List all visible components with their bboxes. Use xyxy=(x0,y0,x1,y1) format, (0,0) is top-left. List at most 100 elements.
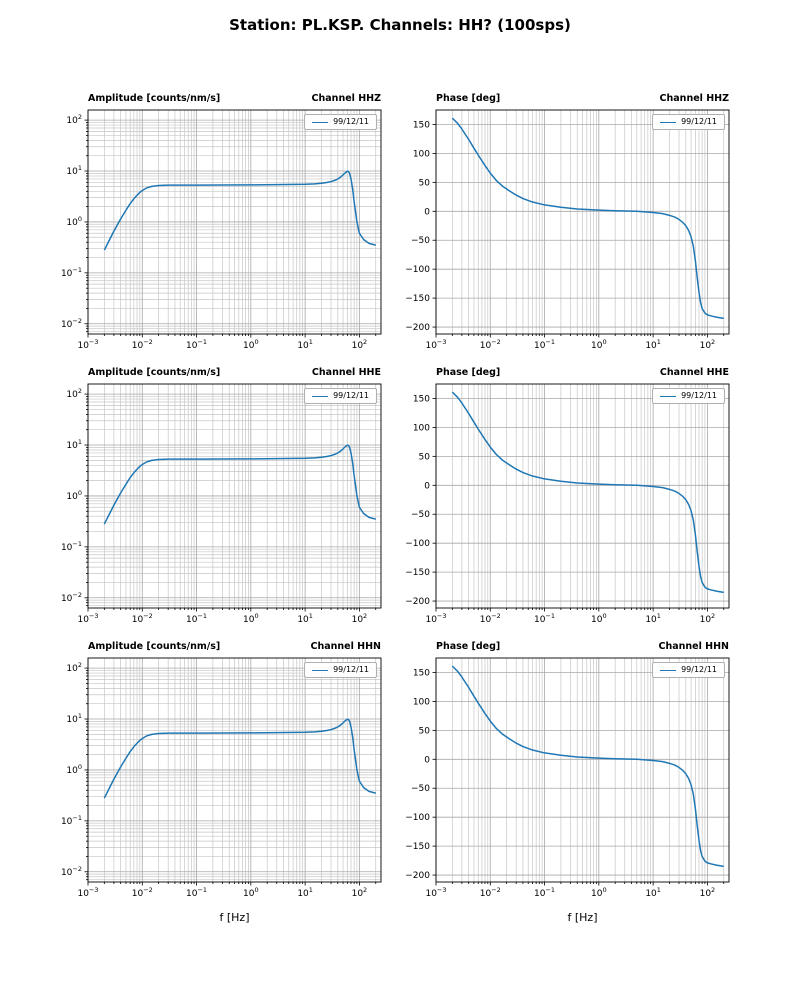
legend-line-sample xyxy=(312,669,329,671)
svg-text:101: 101 xyxy=(645,338,661,351)
svg-text:101: 101 xyxy=(66,712,82,725)
phase-plot-hhe: 10−3 10−2 10−1 100 101 102 −200 −150 −100 −50 0 50 1… xyxy=(405,383,730,625)
legend-line-sample xyxy=(660,121,677,123)
minor-gridlines xyxy=(451,110,725,334)
svg-text:−100: −100 xyxy=(405,813,430,823)
axis-title-amplitude: Amplitude [counts/nm/s] xyxy=(88,367,221,378)
svg-text:100: 100 xyxy=(243,338,259,351)
tick-labels: 10−3 10−2 10−1 100 101 102 −200 −150 −100 −50 0 50 1… xyxy=(405,120,715,351)
tick-marks xyxy=(84,667,377,886)
svg-text:0: 0 xyxy=(424,755,430,765)
tick-labels: 10−3 10−2 10−1 100 101 102 −200 −150 −100 −50 0 50 1… xyxy=(405,394,715,625)
channel-title-hhn: Channel HHN xyxy=(310,641,381,652)
response-curve xyxy=(103,444,376,525)
svg-text:50: 50 xyxy=(419,452,431,462)
tick-labels: 10−3 10−2 10−1 100 101 102 10−2 10−1 100 101 102 xyxy=(61,661,367,899)
svg-text:100: 100 xyxy=(591,612,607,625)
svg-text:−100: −100 xyxy=(405,539,430,549)
plot-area-wrap: 10−3 10−2 10−1 100 101 102 −200 −150 −100 −50 0 50 1… xyxy=(394,378,734,634)
svg-text:10−2: 10−2 xyxy=(61,591,82,604)
svg-text:−150: −150 xyxy=(405,294,430,304)
svg-text:10−1: 10−1 xyxy=(186,612,207,625)
svg-text:10−2: 10−2 xyxy=(61,317,82,330)
svg-text:100: 100 xyxy=(591,338,607,351)
axes-frame xyxy=(87,109,382,335)
phase-plot-hhz: 10−3 10−2 10−1 100 101 102 −200 −150 −100 −50 0 50 1… xyxy=(405,109,730,351)
svg-text:−50: −50 xyxy=(411,236,430,246)
channel-title-hhn: Channel HHN xyxy=(658,641,729,652)
svg-text:100: 100 xyxy=(413,697,430,707)
svg-text:102: 102 xyxy=(352,338,368,351)
svg-text:10−3: 10−3 xyxy=(77,612,98,625)
amplitude-plot-hhz: 10−3 10−2 10−1 100 101 102 10−2 10−1 100 101 102 xyxy=(61,109,382,351)
subplot-phase-hhz: Phase [deg] Channel HHZ 10−3 10−2 10−1 100 1… xyxy=(394,88,734,360)
svg-text:50: 50 xyxy=(419,726,431,736)
svg-text:10−2: 10−2 xyxy=(61,865,82,878)
svg-text:150: 150 xyxy=(413,394,430,404)
svg-text:10−3: 10−3 xyxy=(77,338,98,351)
legend: 99/12/11 xyxy=(304,662,377,678)
svg-text:10−2: 10−2 xyxy=(132,612,153,625)
axes-frame xyxy=(87,657,382,883)
plot-area-wrap: 10−3 10−2 10−1 100 101 102 10−2 10−1 100 101 102 9… xyxy=(46,652,386,908)
legend-line-sample xyxy=(312,121,329,123)
svg-text:10−3: 10−3 xyxy=(425,338,446,351)
response-curve xyxy=(451,665,724,868)
svg-text:101: 101 xyxy=(297,338,313,351)
amplitude-plot-hhn: 10−3 10−2 10−1 100 101 102 10−2 10−1 100 101 102 xyxy=(61,657,382,899)
svg-text:150: 150 xyxy=(413,668,430,678)
svg-text:0: 0 xyxy=(424,207,430,217)
svg-text:101: 101 xyxy=(66,164,82,177)
subplot-amplitude-hhe: Amplitude [counts/nm/s] Channel HHE 10−3… xyxy=(46,362,386,634)
response-curve xyxy=(103,718,376,799)
channel-title-hhe: Channel HHE xyxy=(659,367,729,378)
svg-text:100: 100 xyxy=(243,612,259,625)
svg-text:100: 100 xyxy=(243,886,259,899)
svg-text:−50: −50 xyxy=(411,784,430,794)
subplot-amplitude-hhn: Amplitude [counts/nm/s] Channel HHN 10−3… xyxy=(46,636,386,924)
svg-text:10−2: 10−2 xyxy=(132,886,153,899)
phase-plot-hhn: 10−3 10−2 10−1 100 101 102 −200 −150 −100 −50 0 50 1… xyxy=(405,657,730,899)
svg-text:102: 102 xyxy=(700,338,716,351)
tick-marks xyxy=(84,119,377,338)
response-curve xyxy=(451,391,724,594)
legend-line-sample xyxy=(660,395,677,397)
axis-title-amplitude: Amplitude [counts/nm/s] xyxy=(88,93,221,104)
channel-title-hhz: Channel HHZ xyxy=(659,93,729,104)
minor-gridlines xyxy=(451,384,725,608)
x-axis-label: f [Hz] xyxy=(567,911,598,924)
channel-title-hhz: Channel HHZ xyxy=(311,93,381,104)
svg-text:10−1: 10−1 xyxy=(534,886,555,899)
svg-text:102: 102 xyxy=(66,661,82,674)
legend-label: 99/12/11 xyxy=(333,117,369,126)
legend: 99/12/11 xyxy=(304,114,377,130)
svg-text:10−3: 10−3 xyxy=(77,886,98,899)
svg-text:10−2: 10−2 xyxy=(480,612,501,625)
svg-text:100: 100 xyxy=(413,423,430,433)
legend-label: 99/12/11 xyxy=(681,665,717,674)
legend: 99/12/11 xyxy=(652,662,725,678)
plot-area-wrap: 10−3 10−2 10−1 100 101 102 −200 −150 −100 −50 0 50 1… xyxy=(394,104,734,360)
tick-labels: 10−3 10−2 10−1 100 101 102 −200 −150 −100 −50 0 50 1… xyxy=(405,668,715,899)
legend: 99/12/11 xyxy=(304,388,377,404)
tick-marks xyxy=(84,393,377,612)
subplot-header: Phase [deg] Channel HHZ xyxy=(394,88,734,104)
axes-frame xyxy=(435,383,730,609)
svg-text:10−3: 10−3 xyxy=(425,612,446,625)
plot-area-wrap: 10−3 10−2 10−1 100 101 102 10−2 10−1 100 101 102 9… xyxy=(46,378,386,634)
plot-area-wrap: 10−3 10−2 10−1 100 101 102 10−2 10−1 100 101 102 9… xyxy=(46,104,386,360)
subplot-phase-hhn: Phase [deg] Channel HHN 10−3 10−2 10−1 100 1… xyxy=(394,636,734,924)
svg-text:102: 102 xyxy=(66,387,82,400)
subplot-header: Amplitude [counts/nm/s] Channel HHN xyxy=(46,636,386,652)
svg-text:100: 100 xyxy=(66,763,82,776)
legend-label: 99/12/11 xyxy=(681,391,717,400)
axes-frame xyxy=(87,383,382,609)
response-curve xyxy=(103,170,376,251)
legend-line-sample xyxy=(660,669,677,671)
svg-text:10−1: 10−1 xyxy=(186,886,207,899)
svg-text:10−1: 10−1 xyxy=(186,338,207,351)
svg-text:−200: −200 xyxy=(405,871,430,881)
axis-title-phase: Phase [deg] xyxy=(436,367,501,378)
tick-marks xyxy=(432,398,725,612)
